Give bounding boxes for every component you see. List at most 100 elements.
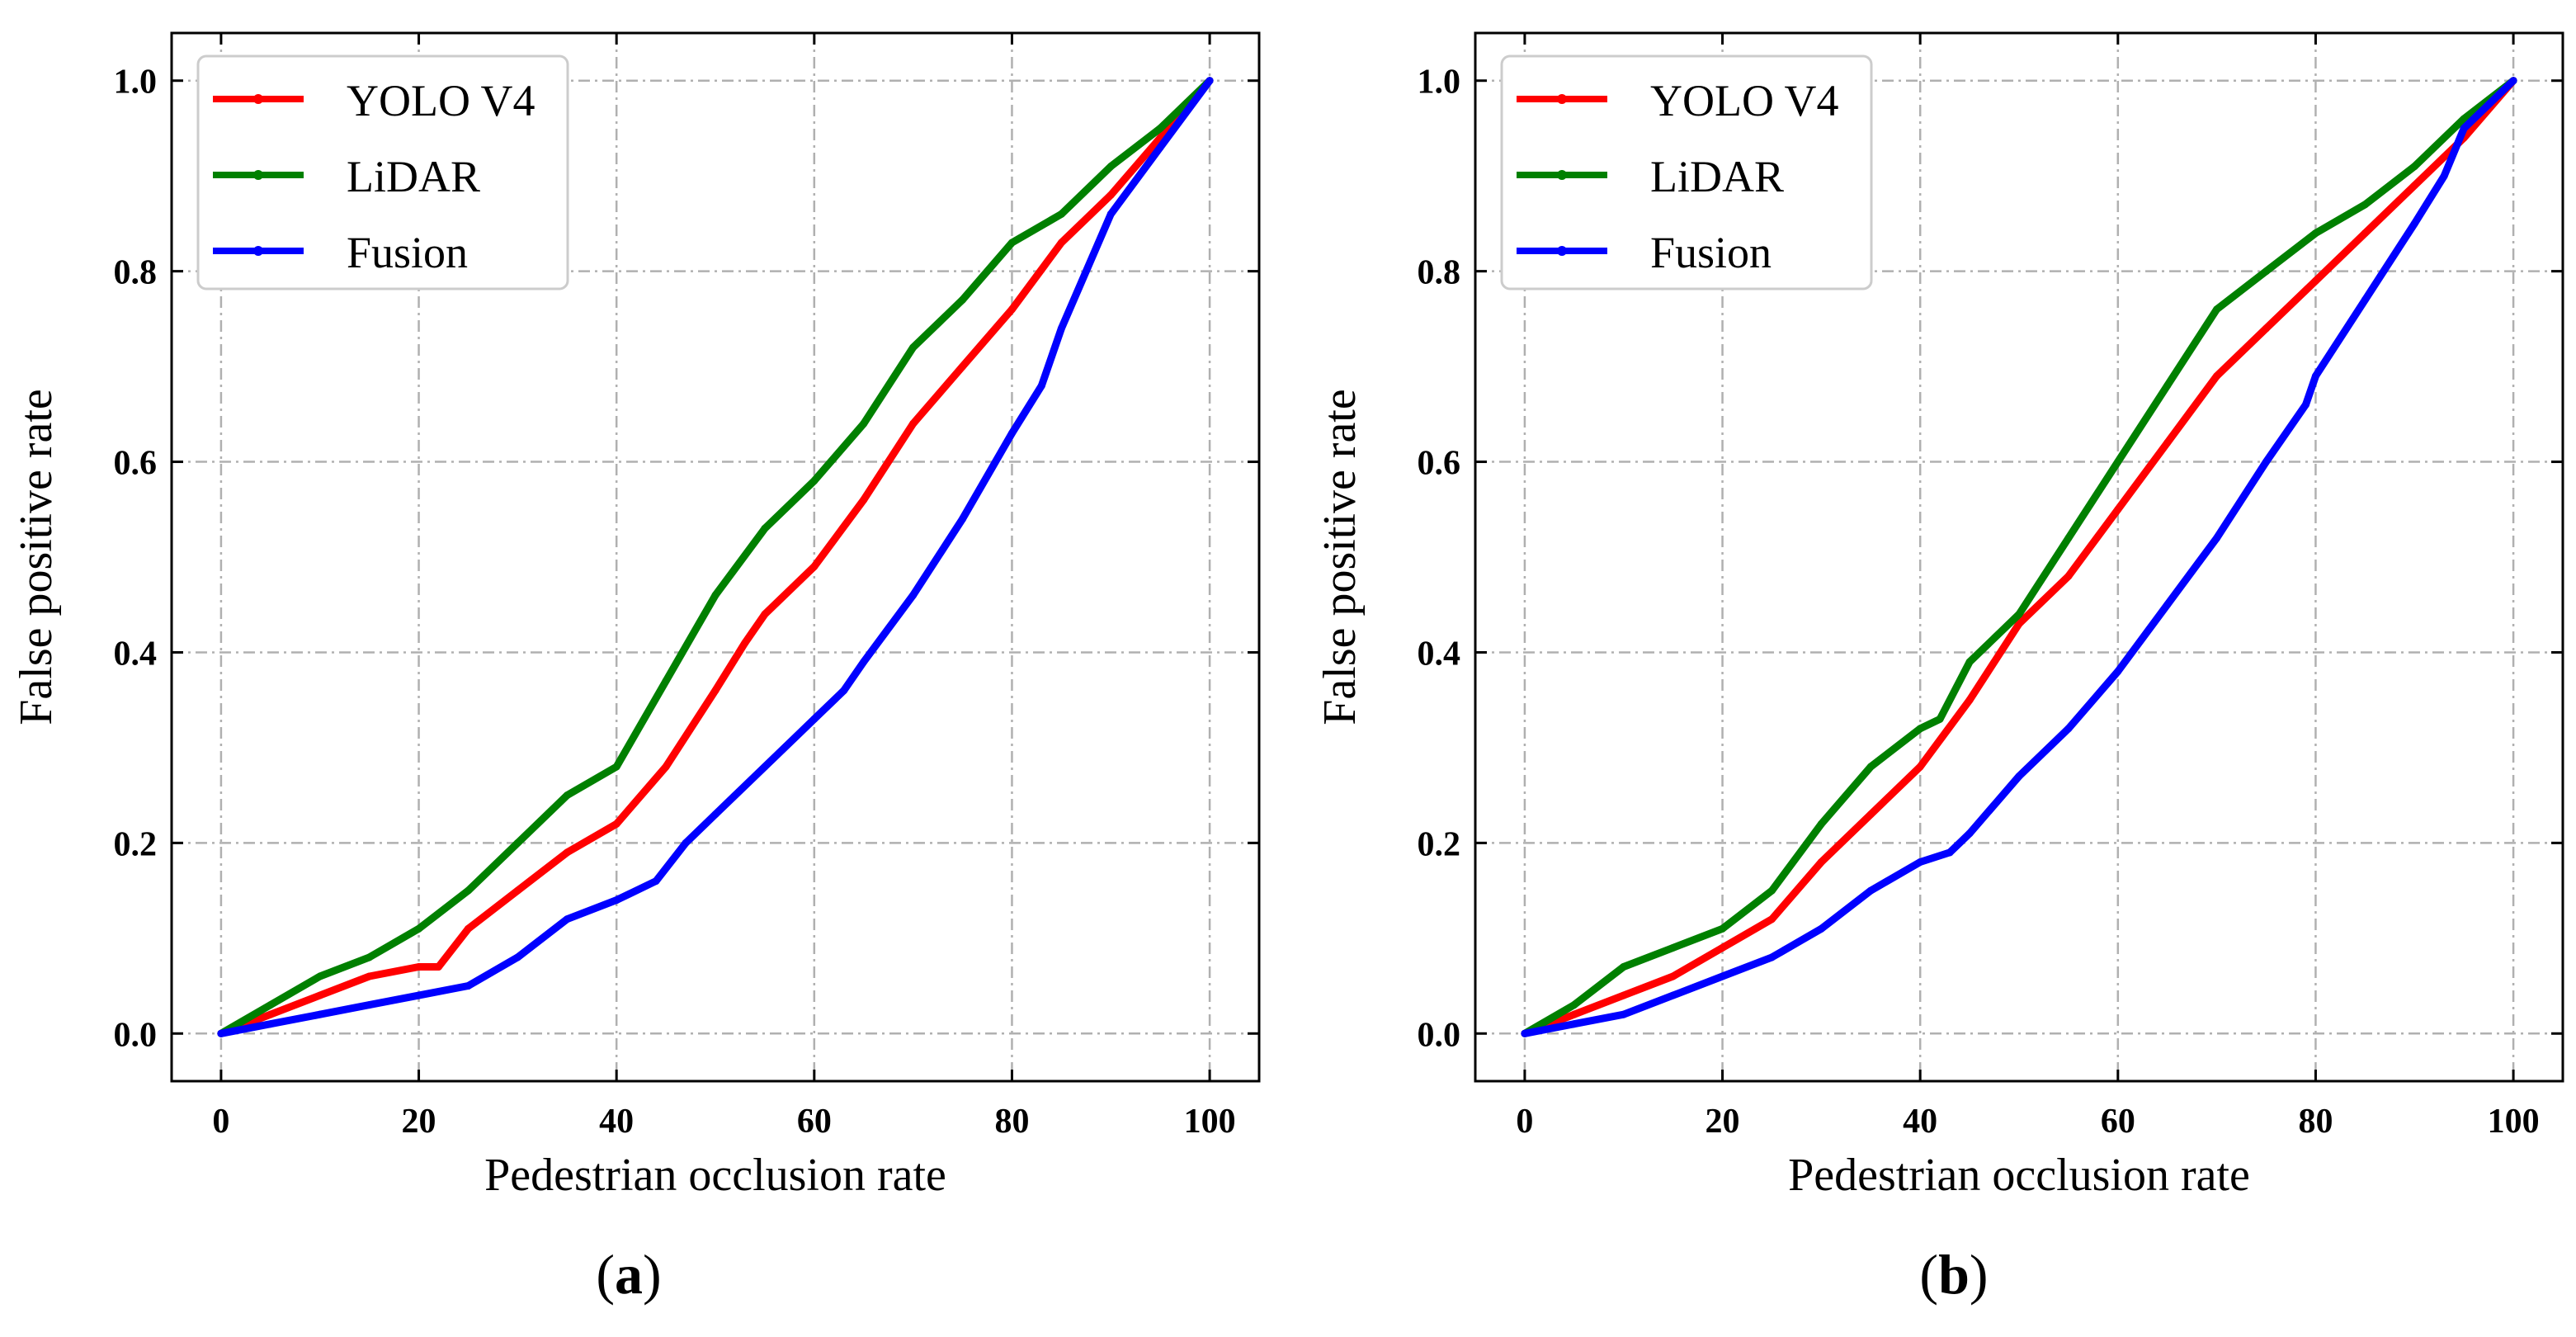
data-point-2-2 xyxy=(1620,1010,1628,1018)
data-point-1-18 xyxy=(2361,201,2369,209)
legend: YOLO V4 LiDAR Fusion xyxy=(196,54,569,291)
data-point-1-17 xyxy=(1057,210,1065,218)
data-point-2-4 xyxy=(1719,972,1727,980)
y-tick-label-3: 0.6 xyxy=(114,445,158,483)
data-point-1-2 xyxy=(316,972,324,980)
data-point-1-9 xyxy=(662,677,670,685)
data-point-0-9 xyxy=(1965,696,1974,704)
data-point-0-3 xyxy=(366,972,374,980)
data-point-0-14 xyxy=(810,563,819,571)
data-point-1-5 xyxy=(1767,886,1776,895)
data-point-2-15 xyxy=(2213,534,2221,542)
data-point-2-22 xyxy=(2460,124,2468,132)
data-point-0-4 xyxy=(1719,943,1727,952)
data-point-1-1 xyxy=(1570,1001,1578,1009)
data-point-1-7 xyxy=(563,791,571,800)
data-point-1-3 xyxy=(366,953,374,961)
series-line-1 xyxy=(1521,77,2517,1037)
plot-frame xyxy=(1474,31,2564,1083)
data-point-1-15 xyxy=(2213,305,2221,314)
y-axis-label: False positive rate xyxy=(1314,389,1366,725)
data-point-1-13 xyxy=(2114,458,2122,466)
data-point-2-0 xyxy=(217,1029,225,1037)
data-point-1-19 xyxy=(2410,163,2418,171)
x-axis-label: Pedestrian occlusion rate xyxy=(1788,1150,2250,1201)
x-tick-label-5: 100 xyxy=(1184,1103,1236,1141)
y-tick-label-4: 0.8 xyxy=(1418,254,1461,292)
panel-label-b: (b) xyxy=(1919,1243,1989,1306)
y-tick-label-5: 1.0 xyxy=(114,64,158,102)
y-tick-label-1: 0.2 xyxy=(1418,825,1461,863)
y-tick-label-1: 0.2 xyxy=(114,825,158,863)
data-point-0-18 xyxy=(2410,182,2418,190)
data-point-2-3 xyxy=(366,1001,374,1009)
data-point-1-18 xyxy=(1106,163,1115,171)
data-point-2-8 xyxy=(1916,857,1924,866)
data-point-1-11 xyxy=(2015,610,2023,618)
data-point-0-17 xyxy=(959,362,967,371)
data-point-0-17 xyxy=(2361,229,2369,237)
data-point-1-3 xyxy=(1669,943,1677,952)
data-point-0-5 xyxy=(435,962,443,971)
data-point-0-11 xyxy=(711,687,719,695)
data-point-2-11 xyxy=(711,810,719,819)
data-point-2-14 xyxy=(2163,601,2172,609)
data-point-1-11 xyxy=(761,524,769,532)
data-point-1-14 xyxy=(909,343,918,352)
data-point-2-7 xyxy=(1866,886,1875,895)
data-point-1-16 xyxy=(1007,239,1016,247)
legend-marker-2 xyxy=(253,246,263,256)
x-tick-label-3: 60 xyxy=(2101,1103,2135,1141)
data-point-1-15 xyxy=(959,295,967,304)
data-point-2-21 xyxy=(1106,210,1115,218)
data-point-1-9 xyxy=(1936,715,1944,723)
y-tick-label-0: 0.0 xyxy=(1418,1016,1461,1054)
data-point-1-14 xyxy=(2163,381,2172,390)
data-point-2-5 xyxy=(1767,953,1776,961)
data-point-1-19 xyxy=(1156,124,1164,132)
data-point-1-5 xyxy=(464,886,472,895)
x-tick-label-0: 0 xyxy=(212,1103,229,1141)
data-point-0-15 xyxy=(860,496,868,504)
data-point-0-11 xyxy=(2064,572,2073,580)
y-tick-label-2: 0.4 xyxy=(114,635,158,673)
data-point-2-6 xyxy=(1817,924,1825,933)
data-point-0-7 xyxy=(513,886,521,895)
series-line-2 xyxy=(1521,77,2517,1037)
data-point-0-16 xyxy=(909,419,918,428)
legend: YOLO V4 LiDAR Fusion xyxy=(1500,54,1873,291)
data-point-2-17 xyxy=(2301,400,2309,409)
data-point-2-20 xyxy=(1057,324,1065,333)
data-point-2-10 xyxy=(682,839,690,847)
legend-marker-1 xyxy=(1557,170,1567,180)
data-point-2-9 xyxy=(1946,848,1954,857)
data-point-2-5 xyxy=(464,982,472,990)
data-point-1-4 xyxy=(1719,924,1727,933)
data-point-0-1 xyxy=(1570,1010,1578,1018)
data-point-0-12 xyxy=(2114,505,2122,513)
data-point-1-6 xyxy=(1817,820,1825,828)
chart-panel-a: 0 20 40 60 80 100 0.0 0.2 0.4 0.6 0.8 1.0 Pedestrian… xyxy=(11,31,1261,1201)
legend-label-1: LiDAR xyxy=(347,152,480,201)
data-point-2-1 xyxy=(1570,1020,1578,1028)
data-point-0-13 xyxy=(761,610,769,618)
data-point-0-10 xyxy=(2015,620,2023,628)
data-point-1-6 xyxy=(513,839,521,847)
data-point-1-10 xyxy=(711,591,719,599)
data-point-2-21 xyxy=(2440,172,2448,180)
data-point-2-4 xyxy=(415,991,423,999)
x-tick-label-5: 100 xyxy=(2488,1103,2540,1141)
data-point-0-15 xyxy=(2262,324,2271,333)
data-point-1-12 xyxy=(2064,534,2073,542)
x-tick-label-1: 20 xyxy=(402,1103,436,1141)
data-point-0-10 xyxy=(662,763,670,771)
legend-label-1: LiDAR xyxy=(1650,152,1784,201)
data-point-0-7 xyxy=(1866,810,1875,819)
data-point-2-6 xyxy=(513,953,521,961)
data-point-1-2 xyxy=(1620,962,1628,971)
data-point-0-1 xyxy=(267,1010,275,1018)
data-point-2-9 xyxy=(652,877,660,886)
legend-marker-0 xyxy=(1557,94,1567,104)
data-point-0-19 xyxy=(1057,239,1065,247)
